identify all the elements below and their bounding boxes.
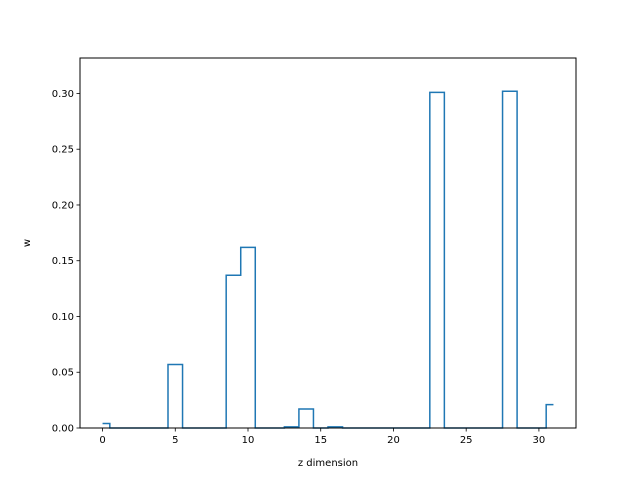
- y-tick-label: 0.10: [52, 312, 74, 323]
- y-tick-label: 0.05: [52, 368, 74, 379]
- x-tick-label: 15: [314, 435, 327, 446]
- x-tick-label: 0: [99, 435, 105, 446]
- x-tick-label: 25: [460, 435, 473, 446]
- y-axis-label: w: [22, 239, 33, 247]
- x-axis-label: z dimension: [298, 458, 358, 469]
- y-tick-label: 0.15: [52, 256, 74, 267]
- y-tick-label: 0.20: [52, 200, 74, 211]
- y-tick-label: 0.30: [52, 89, 74, 100]
- x-tick-label: 20: [387, 435, 400, 446]
- x-axis-ticks: 0 5 10 15 20 25 30: [99, 428, 545, 446]
- plot-frame: [79, 57, 577, 429]
- x-tick-label: 10: [242, 435, 255, 446]
- y-axis-ticks: 0.00 0.05 0.10 0.15 0.20 0.25 0.30: [52, 89, 80, 435]
- x-tick-label: 5: [172, 435, 178, 446]
- x-tick-label: 30: [533, 435, 546, 446]
- y-tick-label: 0.25: [52, 145, 74, 156]
- y-tick-label: 0.00: [52, 424, 74, 435]
